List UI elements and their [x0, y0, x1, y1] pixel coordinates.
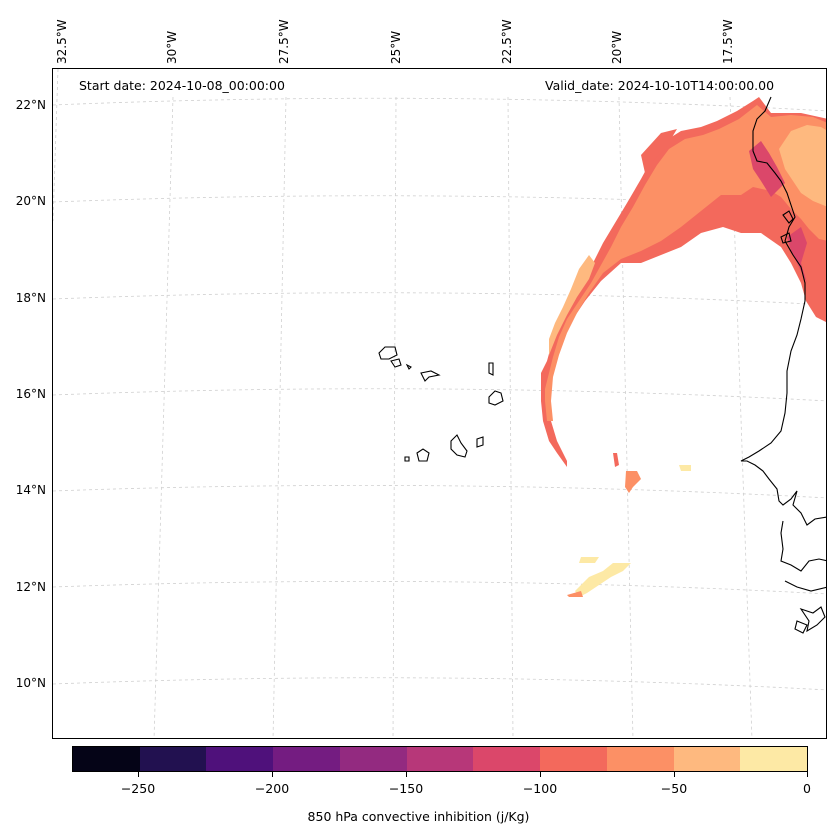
cin-patch-12n-b	[575, 563, 631, 597]
meridian-17-5w	[729, 96, 753, 738]
meridian-30w	[153, 96, 174, 738]
cin-contours	[541, 97, 826, 597]
colorbar-tick	[674, 772, 675, 777]
colorbar-swatch	[406, 747, 474, 771]
colorbar-ticklabel: −150	[388, 781, 424, 796]
colorbar-swatch	[740, 747, 808, 771]
map-canvas	[53, 69, 826, 738]
start-date-label: Start date: 2024-10-08_00:00:00	[79, 78, 285, 93]
cin-band-deep-arc	[641, 129, 677, 173]
sao-vicente-island	[390, 358, 402, 368]
cin-patch-12n-a	[579, 557, 599, 563]
lat-label-22n: 22°N	[15, 98, 46, 112]
lon-label-32-5w: 32.5°W	[55, 19, 69, 64]
lon-label-20w: 20°W	[610, 30, 624, 64]
parallel-12n	[53, 581, 826, 595]
santo-antao-island	[378, 346, 398, 360]
colorbar-ticklabel: −250	[120, 781, 156, 796]
colorbar-swatch	[606, 747, 674, 771]
bijagos-island	[794, 620, 808, 634]
map-panel	[52, 68, 827, 739]
parallel-18n	[53, 292, 826, 306]
colorbar-swatch	[73, 747, 140, 771]
lon-label-27-5w: 27.5°W	[277, 19, 291, 64]
santa-luzia-island	[405, 363, 412, 370]
africa-coastline-south	[780, 520, 826, 572]
sao-nicolau-island	[420, 370, 441, 382]
sal-island	[488, 362, 494, 376]
colorbar-title: 850 hPa convective inhibition (j/Kg)	[307, 809, 530, 824]
brava-island	[404, 456, 410, 462]
colorbar-ticklabel: −200	[254, 781, 290, 796]
colorbar-swatch	[673, 747, 741, 771]
santiago-island	[450, 434, 468, 458]
parallel-14n	[53, 485, 826, 499]
meridian-32-5w	[53, 69, 59, 222]
colorbar	[72, 746, 808, 772]
cin-band-outer	[541, 97, 826, 467]
lat-label-16n: 16°N	[15, 387, 46, 401]
cin-patch-14n-b	[625, 471, 641, 493]
coastal-island-19n	[780, 232, 792, 244]
cin-band-light	[549, 255, 595, 355]
colorbar-tick	[540, 772, 541, 777]
cin-patch-14n-a	[613, 453, 619, 467]
colorbar-ticklabel: −100	[522, 781, 558, 796]
lon-label-17-5w: 17.5°W	[721, 19, 735, 64]
cin-band-deep-coast	[749, 141, 785, 197]
parallel-16n	[53, 388, 826, 402]
parallel-22n	[53, 97, 826, 112]
colorbar-swatch	[206, 747, 274, 771]
parallel-20n	[53, 195, 826, 209]
colorbar-swatch	[139, 747, 207, 771]
guinea-bissau-islands	[799, 606, 826, 633]
colorbar-tick	[138, 772, 139, 777]
colorbar-swatch	[473, 747, 541, 771]
colorbar-swatch	[540, 747, 607, 771]
cin-patch-12n-c	[567, 591, 583, 597]
graticule	[53, 69, 826, 738]
colorbar-swatch	[273, 747, 340, 771]
boa-vista-island	[488, 390, 504, 406]
lat-label-10n: 10°N	[15, 676, 46, 690]
cin-patch-14n-c	[679, 465, 691, 471]
coastal-island-20n	[782, 210, 794, 224]
colorbar-tick	[807, 772, 808, 777]
maio-island	[476, 436, 484, 448]
lat-label-18n: 18°N	[15, 291, 46, 305]
meridian-22-5w	[507, 96, 514, 738]
valid-date-label: Valid_date: 2024-10-10T14:00:00.00	[545, 78, 775, 93]
colorbar-tick	[272, 772, 273, 777]
colorbar-tick	[406, 772, 407, 777]
lon-label-22-5w: 22.5°W	[500, 19, 514, 64]
lat-label-20n: 20°N	[15, 194, 46, 208]
meridian-25w	[392, 96, 397, 738]
africa-coastline	[740, 96, 826, 526]
colorbar-ticklabel: 0	[803, 781, 811, 796]
lat-label-14n: 14°N	[15, 483, 46, 497]
coastlines	[378, 96, 826, 634]
lat-label-12n: 12°N	[15, 580, 46, 594]
fogo-island	[416, 448, 430, 462]
colorbar-swatch	[339, 747, 407, 771]
africa-coastline-southwest	[784, 580, 826, 592]
meridian-20w	[618, 96, 634, 738]
meridian-27-5w	[272, 96, 287, 738]
cin-band-light-ne	[779, 125, 826, 207]
lon-label-25w: 25°W	[389, 30, 403, 64]
cin-band-main	[545, 105, 826, 421]
lon-label-30w: 30°W	[165, 30, 179, 64]
colorbar-ticklabel: −50	[660, 781, 688, 796]
parallel-10n	[53, 677, 826, 691]
